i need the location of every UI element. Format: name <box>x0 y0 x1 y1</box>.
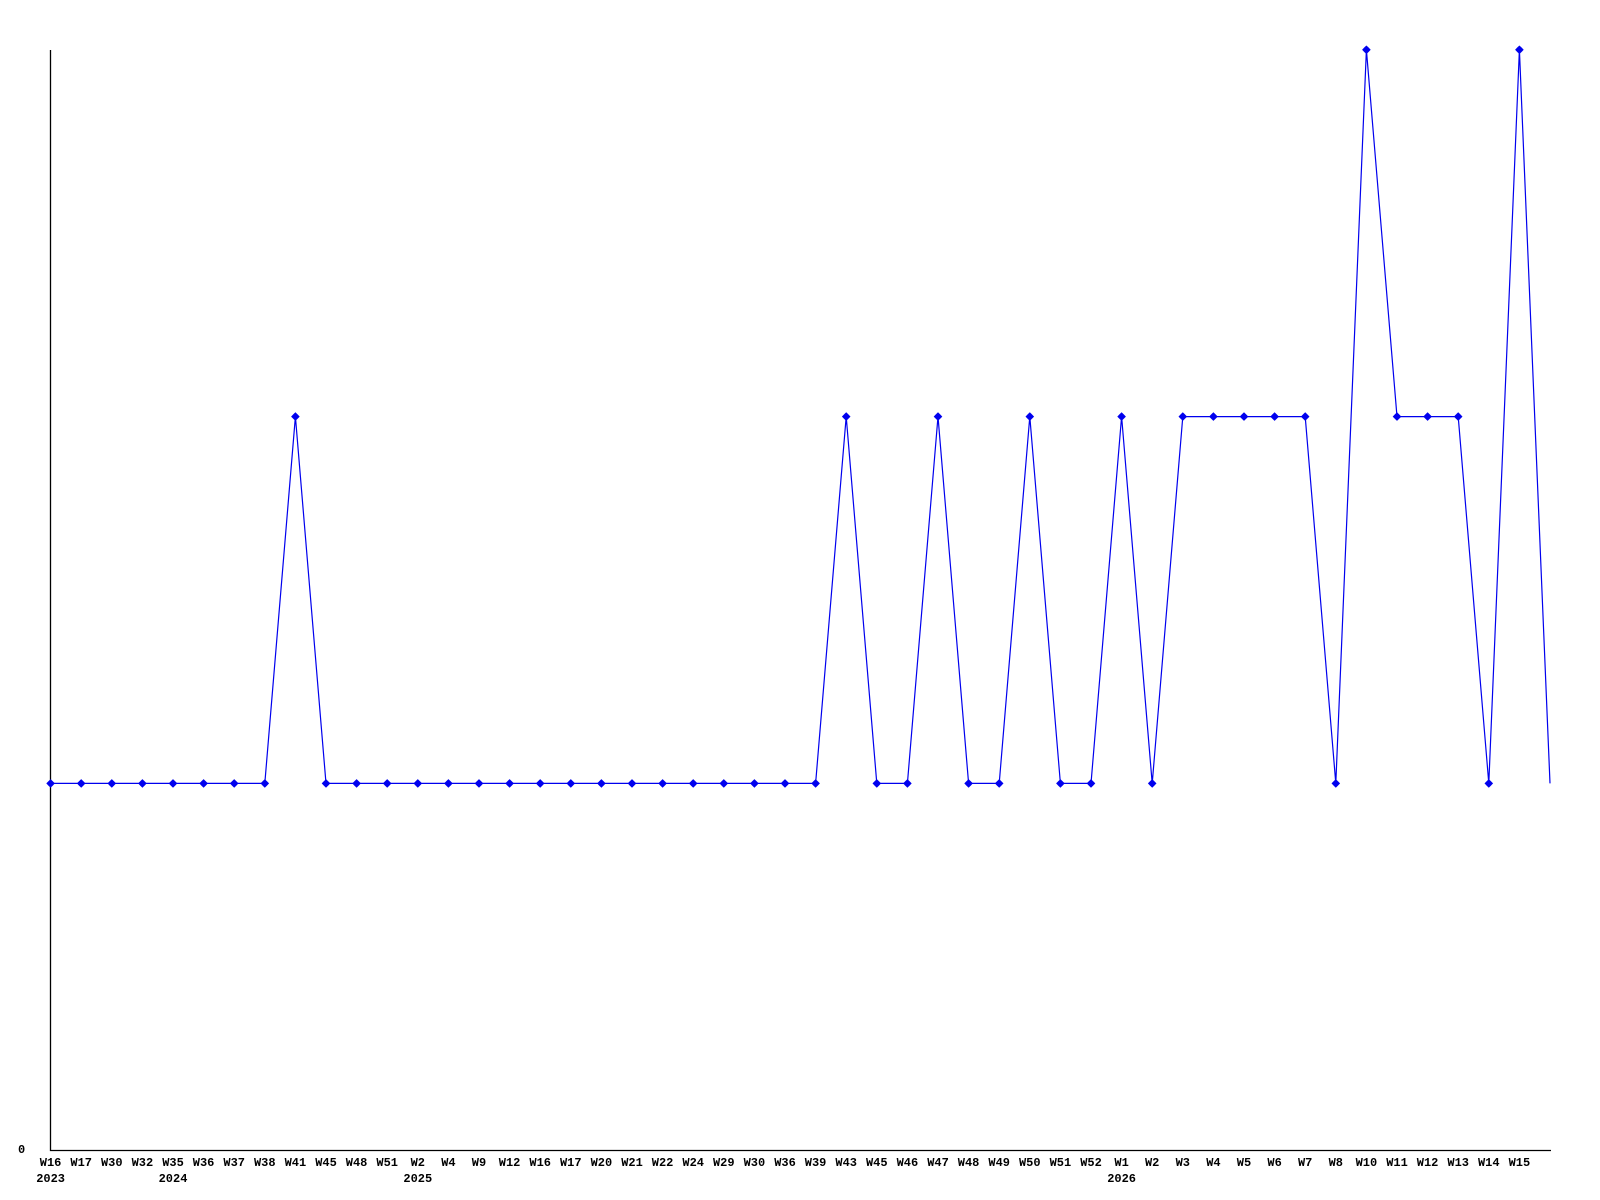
svg-text:W22: W22 <box>652 1156 674 1170</box>
svg-text:2025: 2025 <box>403 1172 432 1186</box>
svg-text:W1: W1 <box>1114 1156 1128 1170</box>
svg-text:W4: W4 <box>441 1156 455 1170</box>
svg-text:W48: W48 <box>958 1156 980 1170</box>
svg-text:W13: W13 <box>1447 1156 1469 1170</box>
svg-text:W41: W41 <box>285 1156 307 1170</box>
svg-text:W39: W39 <box>805 1156 827 1170</box>
svg-text:W11: W11 <box>1386 1156 1408 1170</box>
svg-text:W37: W37 <box>223 1156 245 1170</box>
svg-text:W48: W48 <box>346 1156 368 1170</box>
svg-text:W3: W3 <box>1176 1156 1190 1170</box>
svg-text:W2: W2 <box>411 1156 425 1170</box>
svg-text:W4: W4 <box>1206 1156 1220 1170</box>
svg-text:W17: W17 <box>70 1156 92 1170</box>
svg-text:W47: W47 <box>927 1156 949 1170</box>
svg-text:W12: W12 <box>499 1156 521 1170</box>
svg-text:W14: W14 <box>1478 1156 1500 1170</box>
svg-text:W35: W35 <box>162 1156 184 1170</box>
svg-text:W2: W2 <box>1145 1156 1159 1170</box>
svg-text:W36: W36 <box>774 1156 796 1170</box>
svg-text:2024: 2024 <box>159 1172 188 1186</box>
svg-text:W21: W21 <box>621 1156 643 1170</box>
svg-text:W51: W51 <box>376 1156 398 1170</box>
svg-text:W15: W15 <box>1509 1156 1531 1170</box>
svg-text:W7: W7 <box>1298 1156 1312 1170</box>
svg-text:W16: W16 <box>40 1156 62 1170</box>
svg-text:W24: W24 <box>682 1156 704 1170</box>
svg-text:W32: W32 <box>132 1156 154 1170</box>
svg-text:W16: W16 <box>529 1156 551 1170</box>
svg-text:W12: W12 <box>1417 1156 1439 1170</box>
svg-text:W49: W49 <box>988 1156 1010 1170</box>
svg-text:W45: W45 <box>315 1156 337 1170</box>
svg-text:W51: W51 <box>1050 1156 1072 1170</box>
svg-text:W5: W5 <box>1237 1156 1251 1170</box>
svg-text:W8: W8 <box>1329 1156 1343 1170</box>
svg-text:W30: W30 <box>744 1156 766 1170</box>
svg-text:2023: 2023 <box>36 1172 65 1186</box>
svg-text:W6: W6 <box>1267 1156 1281 1170</box>
svg-text:W43: W43 <box>835 1156 857 1170</box>
svg-text:W9: W9 <box>472 1156 486 1170</box>
svg-text:2026: 2026 <box>1107 1172 1136 1186</box>
svg-text:W45: W45 <box>866 1156 888 1170</box>
svg-text:W20: W20 <box>591 1156 613 1170</box>
svg-text:W29: W29 <box>713 1156 735 1170</box>
svg-text:W50: W50 <box>1019 1156 1041 1170</box>
svg-text:W52: W52 <box>1080 1156 1102 1170</box>
svg-text:W36: W36 <box>193 1156 215 1170</box>
svg-text:W38: W38 <box>254 1156 276 1170</box>
svg-text:W46: W46 <box>897 1156 919 1170</box>
svg-text:W10: W10 <box>1356 1156 1378 1170</box>
svg-text:0: 0 <box>18 1143 25 1157</box>
svg-text:W30: W30 <box>101 1156 123 1170</box>
svg-text:W17: W17 <box>560 1156 582 1170</box>
